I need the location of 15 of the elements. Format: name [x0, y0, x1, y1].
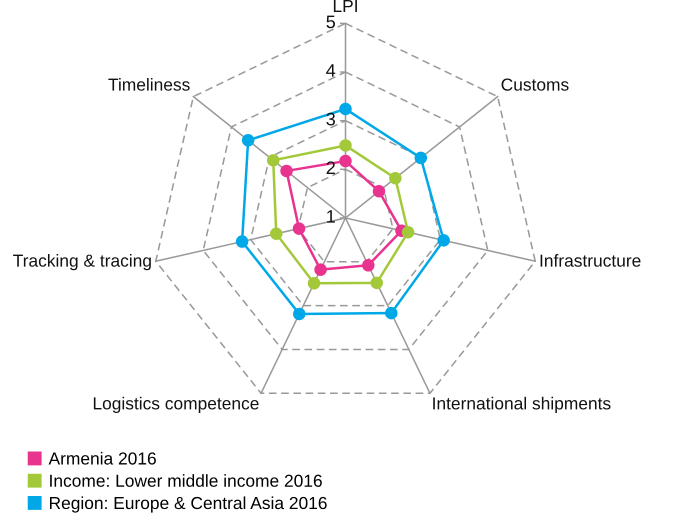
legend-label: Income: Lower middle income 2016	[50, 474, 322, 487]
spoke-label: International shipments	[433, 396, 610, 413]
legend-label: Armenia 2016	[48, 452, 156, 465]
spoke-label: Customs	[502, 78, 569, 91]
spoke-label: LPI	[334, 0, 357, 12]
y-tick-label: 4	[326, 64, 336, 77]
y-tick-label: 1	[327, 210, 335, 223]
y-tick-label: 3	[326, 112, 335, 126]
spoke-label: Logistics competence	[94, 396, 259, 413]
spoke-label: Tracking & tracing	[13, 254, 151, 270]
y-tick-label: 2	[326, 161, 335, 174]
legend-label: Region: Europe & Central Asia 2016	[50, 496, 327, 513]
y-tick-label: 5	[326, 16, 336, 28]
spoke-label: Infrastructure	[540, 254, 641, 267]
spoke-label: Timeliness	[108, 78, 190, 91]
